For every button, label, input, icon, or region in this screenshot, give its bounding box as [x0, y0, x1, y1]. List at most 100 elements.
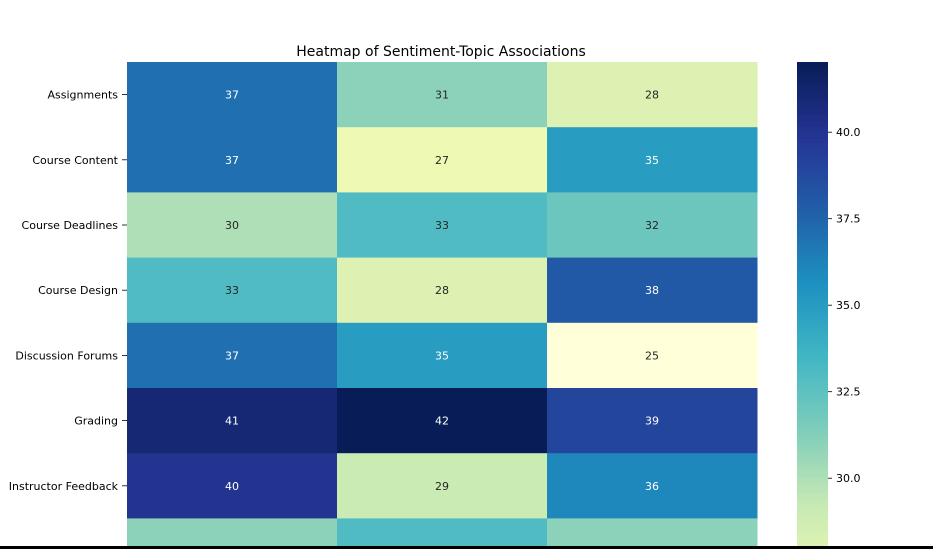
colorbar-segment — [797, 352, 828, 358]
colorbar-segment — [797, 106, 828, 111]
colorbar-segment — [797, 146, 828, 152]
colorbar-segment — [797, 404, 828, 410]
colorbar-segment — [797, 231, 828, 237]
colorbar-segment — [797, 162, 828, 168]
colorbar-segment — [797, 388, 828, 394]
heatmap-cell — [547, 62, 758, 128]
heatmap-cell — [127, 62, 338, 128]
colorbar-segment — [797, 219, 828, 224]
colorbar-segment — [797, 150, 828, 156]
cell-value-label: 28 — [645, 89, 659, 102]
colorbar-segment — [797, 287, 828, 293]
colorbar-segment — [797, 239, 828, 245]
colorbar-segment — [797, 473, 828, 479]
colorbar-segment — [797, 235, 828, 241]
colorbar-segment — [797, 489, 828, 495]
colorbar-segment — [797, 429, 828, 434]
heatmap-cell-partial — [337, 518, 548, 546]
colorbar-segment — [797, 251, 828, 257]
colorbar-segment — [797, 243, 828, 249]
colorbar-segment — [797, 191, 828, 196]
colorbar-segment — [797, 408, 828, 414]
colorbar-segment — [797, 533, 828, 539]
cell-value-label: 29 — [435, 480, 449, 493]
colorbar-segment — [797, 497, 828, 503]
colorbar-segment — [797, 360, 828, 366]
colorbar-segment — [797, 259, 828, 265]
colorbar-segment — [797, 271, 828, 277]
colorbar-segment — [797, 134, 828, 140]
colorbar-segment — [797, 118, 828, 124]
colorbar-segment — [797, 142, 828, 148]
colorbar-segment — [797, 195, 828, 200]
colorbar-segment — [797, 509, 828, 515]
colorbar-segment — [797, 384, 828, 390]
colorbar-segment — [797, 66, 828, 71]
row-label: Instructor Feedback — [9, 480, 119, 493]
colorbar-segment — [797, 263, 828, 269]
colorbar-segment — [797, 400, 828, 406]
colorbar-segment — [797, 255, 828, 261]
row-label: Course Deadlines — [22, 219, 119, 232]
heatmap-cell — [337, 388, 548, 454]
colorbar-segment — [797, 372, 828, 378]
row-label: Course Content — [32, 154, 118, 167]
chart-title: Heatmap of Sentiment-Topic Associations — [296, 44, 586, 60]
colorbar-segment — [797, 154, 828, 160]
colorbar-segment — [797, 332, 828, 337]
cell-value-label: 39 — [645, 415, 659, 428]
cell-value-label: 36 — [645, 480, 659, 493]
colorbar-segment — [797, 320, 828, 325]
cell-value-label: 35 — [435, 349, 449, 362]
colorbar-segment — [797, 433, 828, 438]
colorbar-segment — [797, 126, 828, 132]
row-label: Grading — [74, 415, 118, 428]
colorbar-segment — [797, 187, 828, 192]
cell-value-label: 33 — [435, 219, 449, 232]
cell-value-label: 41 — [225, 415, 239, 428]
cell-value-label: 37 — [225, 89, 239, 102]
colorbar-segment — [797, 469, 828, 474]
colorbar-segment — [797, 130, 828, 136]
cell-value-label: 28 — [435, 284, 449, 297]
colorbar-segment — [797, 283, 828, 289]
heatmap-cells: 37 31 28 37 27 35 30 33 32 33 28 38 37 35 25 41 42 39 40 29… — [127, 62, 758, 546]
heatmap-cell — [337, 453, 548, 519]
colorbar-segment — [797, 295, 828, 301]
colorbar-segment — [797, 416, 828, 422]
colorbar-segment — [797, 203, 828, 208]
colorbar-segment — [797, 211, 828, 216]
heatmap-cell — [337, 127, 548, 193]
heatmap-cell — [547, 127, 758, 193]
heatmap-cell — [547, 453, 758, 519]
heatmap-cell-partial — [127, 518, 338, 546]
row-label: Assignments — [48, 89, 119, 102]
heatmap-cell — [127, 453, 338, 519]
colorbar-segment — [797, 122, 828, 128]
colorbar-tick-label: 37.5 — [836, 213, 861, 226]
colorbar-segment — [797, 477, 828, 483]
colorbar-segment — [797, 166, 828, 172]
colorbar-segment — [797, 78, 828, 83]
colorbar-segment — [797, 324, 828, 329]
colorbar-segment — [797, 62, 828, 67]
colorbar-segment — [797, 110, 828, 116]
cell-value-label: 35 — [645, 154, 659, 167]
heatmap-cell — [337, 62, 548, 128]
colorbar-segment — [797, 82, 828, 87]
colorbar-segment — [797, 207, 828, 212]
colorbar-segment — [797, 449, 828, 454]
colorbar-segment — [797, 525, 828, 531]
colorbar-segment — [797, 86, 828, 91]
cell-value-label: 33 — [225, 284, 239, 297]
colorbar-segment — [797, 380, 828, 386]
cell-value-label: 32 — [645, 219, 659, 232]
colorbar-segment — [797, 376, 828, 382]
colorbar-segment — [797, 102, 828, 107]
colorbar-segment — [797, 70, 828, 75]
colorbar-segment — [797, 420, 828, 426]
heatmap-cell — [547, 322, 758, 389]
colorbar-segment — [797, 396, 828, 402]
cell-value-label: 37 — [225, 349, 239, 362]
heatmap-cell — [337, 192, 548, 259]
